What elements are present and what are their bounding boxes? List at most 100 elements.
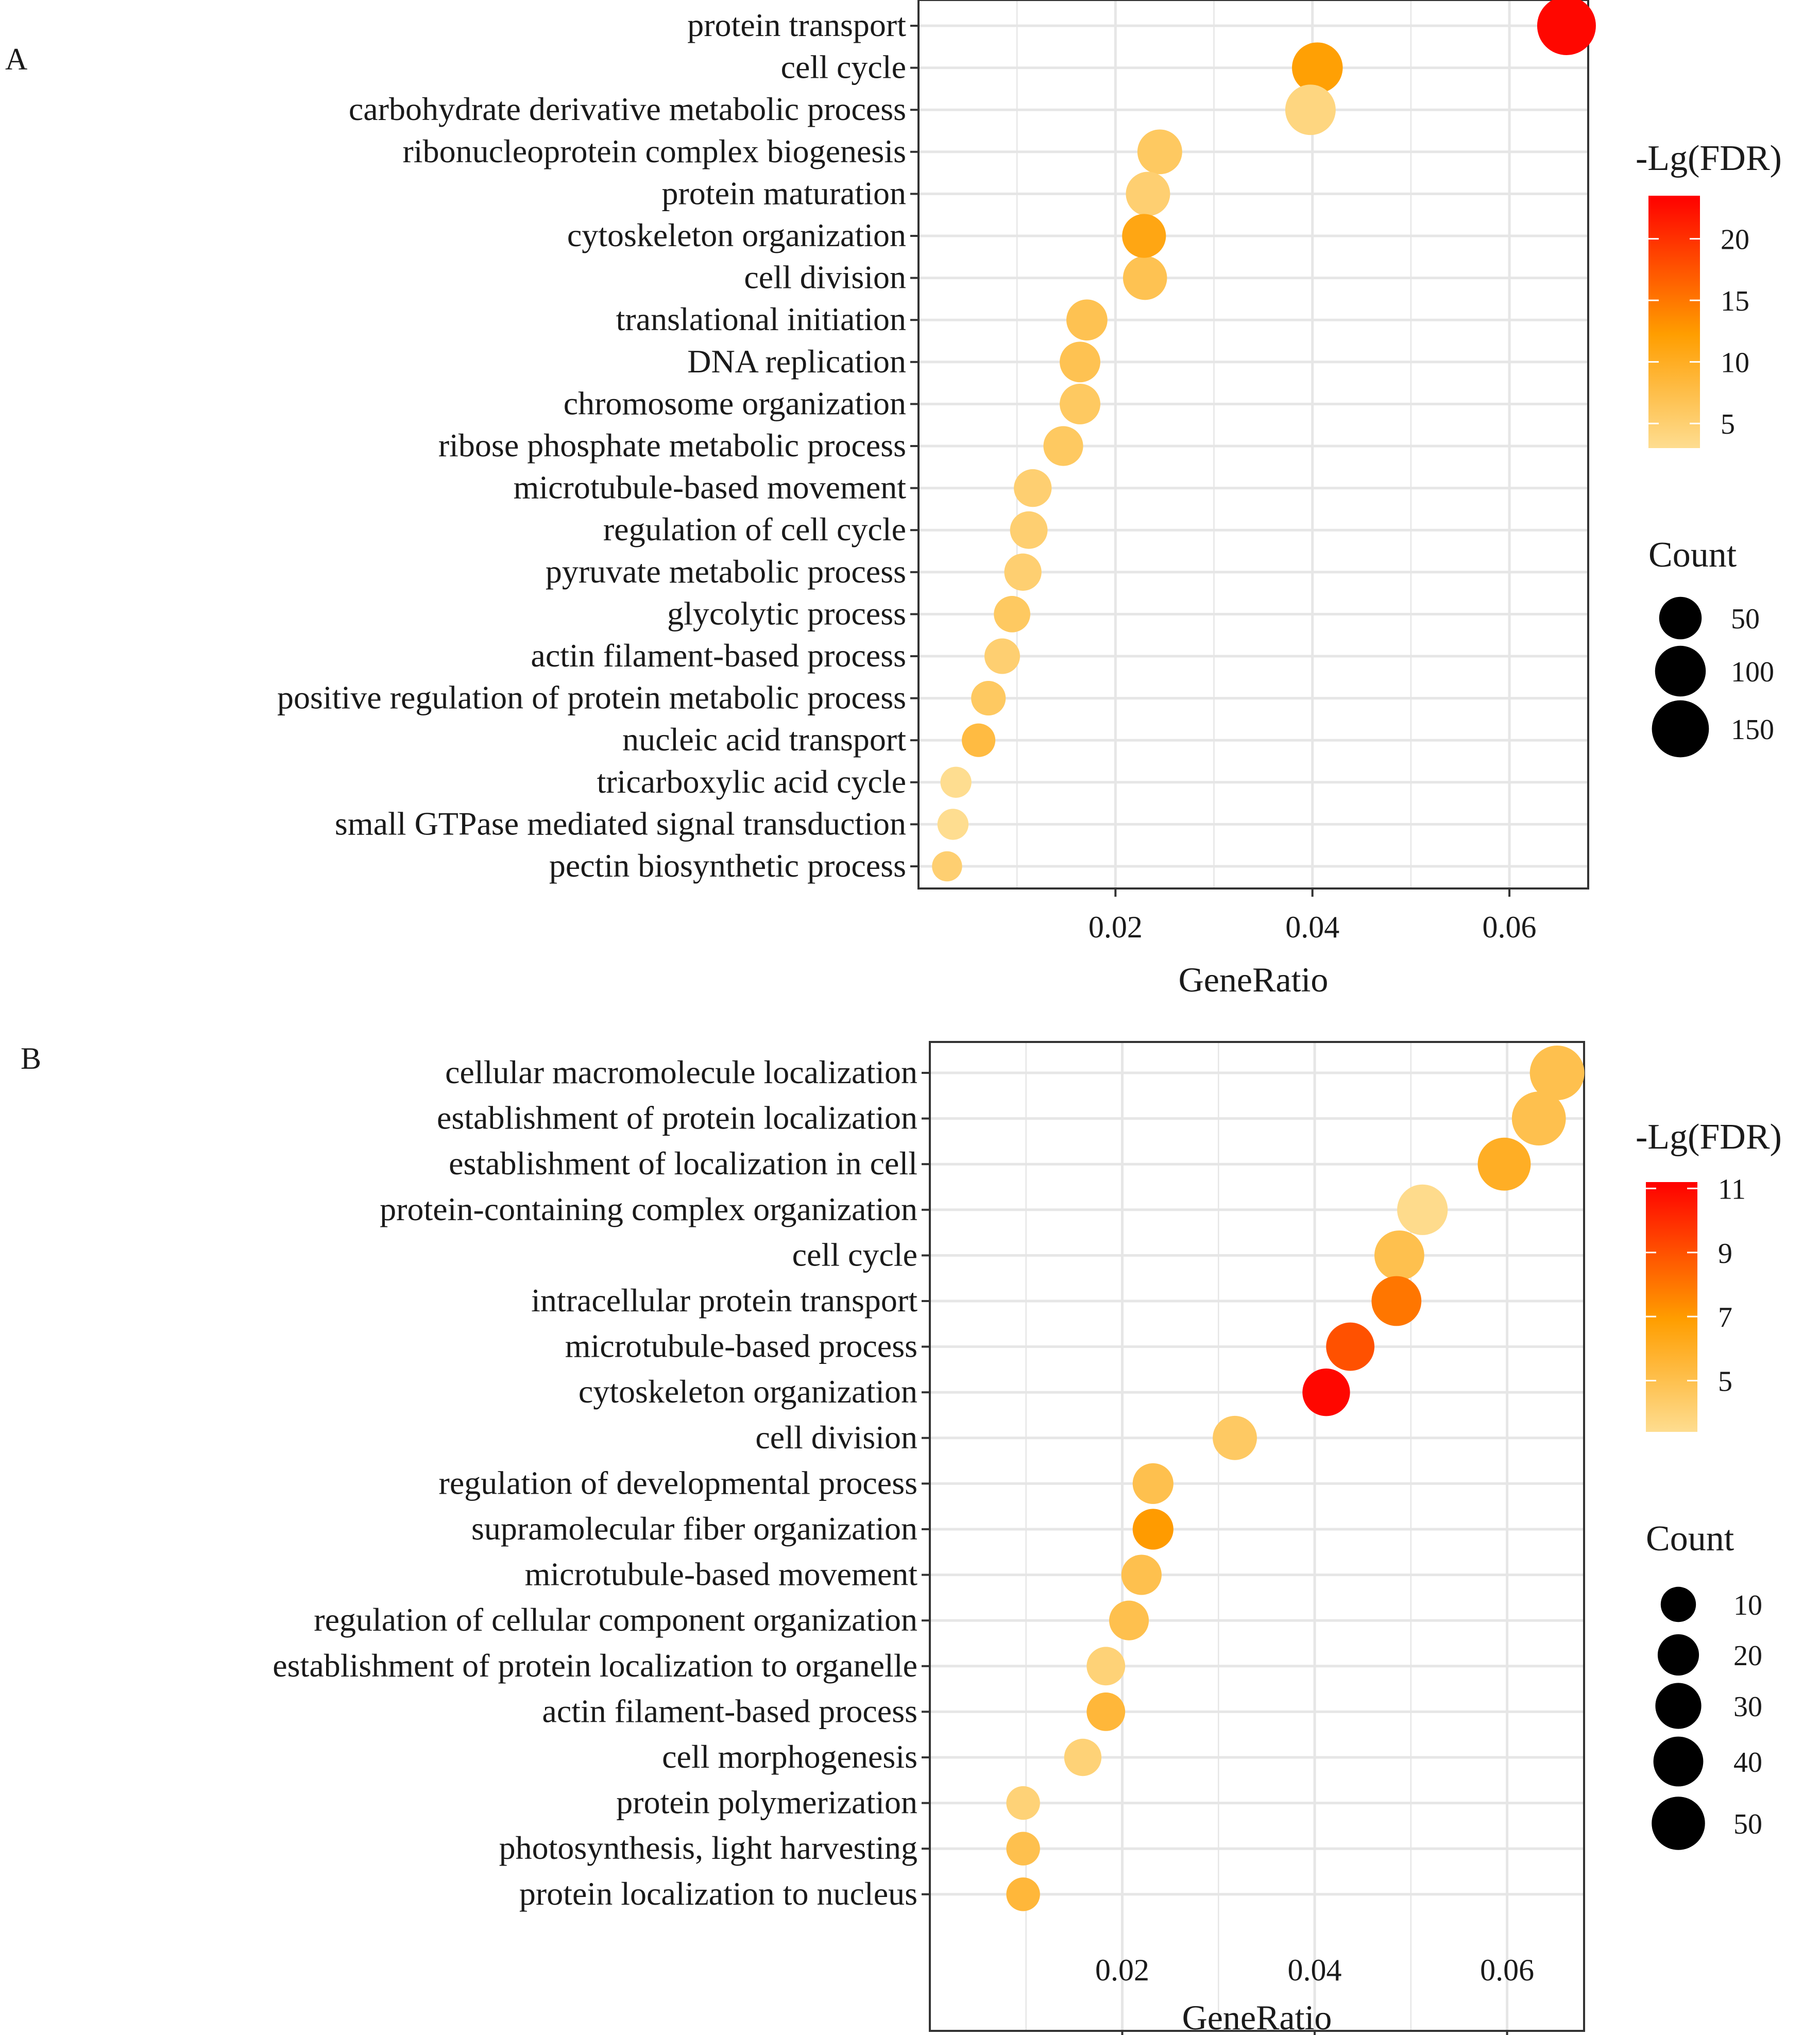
y-tick-label: cell division xyxy=(744,259,906,296)
x-tick-label: 0.02 xyxy=(1095,1953,1149,1987)
data-point xyxy=(1122,214,1166,258)
data-point xyxy=(1060,383,1100,424)
data-point xyxy=(1066,299,1108,341)
y-tick-label: chromosome organization xyxy=(564,385,906,421)
y-tick-label: protein localization to nucleus xyxy=(519,1875,917,1912)
size-legend-key xyxy=(1655,645,1706,697)
y-tick-label: pyruvate metabolic process xyxy=(546,553,906,590)
data-point xyxy=(1132,1463,1173,1504)
panel-letter: B xyxy=(21,1041,41,1075)
data-point xyxy=(984,638,1020,674)
data-point xyxy=(1043,426,1083,466)
plot-background xyxy=(930,1042,1584,2031)
data-point xyxy=(1006,1877,1040,1911)
y-tick-label: DNA replication xyxy=(687,343,906,380)
data-point xyxy=(1477,1137,1531,1191)
y-tick-label: cellular macromolecule localization xyxy=(445,1054,917,1090)
data-point xyxy=(1374,1230,1424,1280)
data-point xyxy=(1132,1509,1173,1550)
size-legend-title: Count xyxy=(1646,1519,1734,1559)
y-tick-label: cell morphogenesis xyxy=(662,1738,917,1775)
y-tick-label: regulation of cellular component organiz… xyxy=(314,1601,917,1638)
size-legend-label: 40 xyxy=(1733,1747,1762,1779)
y-tick-label: cell cycle xyxy=(781,49,906,85)
data-point xyxy=(1086,1692,1126,1731)
y-tick-label: cell division xyxy=(755,1419,917,1456)
y-tick-label: glycolytic process xyxy=(667,595,906,631)
size-legend-key xyxy=(1659,596,1702,640)
y-tick-label: cytoskeleton organization xyxy=(567,217,906,253)
data-point xyxy=(1060,341,1100,383)
data-point xyxy=(1302,1369,1350,1416)
y-tick-label: actin filament-based process xyxy=(542,1692,917,1729)
size-legend-key xyxy=(1652,700,1709,758)
data-point xyxy=(932,851,962,882)
y-tick-label: tricarboxylic acid cycle xyxy=(597,763,906,800)
data-point xyxy=(1537,0,1596,55)
data-point xyxy=(1086,1647,1126,1686)
color-legend-title: -Lg(FDR) xyxy=(1636,139,1782,178)
color-legend-label: 20 xyxy=(1721,224,1749,256)
color-legend-label: 5 xyxy=(1721,408,1735,440)
y-tick-label: establishment of protein localization to… xyxy=(273,1647,917,1684)
color-legend-label: 7 xyxy=(1718,1302,1732,1333)
data-point xyxy=(1006,1786,1040,1820)
data-point xyxy=(940,766,972,798)
y-tick-label: microtubule-based process xyxy=(565,1328,917,1364)
data-point xyxy=(971,681,1006,716)
size-legend-label: 100 xyxy=(1731,656,1774,688)
x-tick-label: 0.04 xyxy=(1285,910,1339,944)
data-point xyxy=(1006,1832,1040,1866)
y-tick-label: protein polymerization xyxy=(616,1784,917,1821)
color-legend-label: 10 xyxy=(1721,347,1749,379)
size-legend-label: 50 xyxy=(1733,1808,1762,1840)
y-tick-label: protein maturation xyxy=(661,175,906,211)
data-point xyxy=(1126,172,1170,216)
data-point xyxy=(962,723,996,757)
x-axis-title: GeneRatio xyxy=(1182,1998,1332,2035)
data-point xyxy=(1511,1091,1566,1145)
y-tick-label: microtubule-based movement xyxy=(514,469,907,506)
y-tick-label: establishment of protein localization xyxy=(437,1100,917,1136)
y-tick-label: carbohydrate derivative metabolic proces… xyxy=(349,91,906,127)
x-axis-title: GeneRatio xyxy=(1179,960,1329,999)
x-tick-label: 0.06 xyxy=(1480,1953,1534,1987)
size-legend-key xyxy=(1655,1683,1702,1729)
data-point xyxy=(1010,511,1048,549)
color-legend-label: 9 xyxy=(1718,1238,1732,1270)
y-tick-label: ribonucleoprotein complex biogenesis xyxy=(402,133,906,169)
color-legend-bar xyxy=(1646,1182,1697,1432)
data-point xyxy=(1122,255,1167,300)
plot-frame xyxy=(917,0,1589,890)
y-tick-label: cell cycle xyxy=(792,1236,917,1273)
y-tick-label: small GTPase mediated signal transductio… xyxy=(335,805,906,842)
data-point xyxy=(1004,553,1042,591)
size-legend-label: 10 xyxy=(1733,1589,1762,1621)
y-tick-label: nucleic acid transport xyxy=(622,721,906,758)
y-tick-label: establishment of localization in cell xyxy=(449,1145,917,1182)
y-tick-label: protein transport xyxy=(687,7,906,43)
color-legend-title: -Lg(FDR) xyxy=(1636,1117,1782,1157)
data-point xyxy=(1292,42,1343,93)
data-point xyxy=(1529,1046,1585,1100)
y-tick-label: cytoskeleton organization xyxy=(579,1373,917,1410)
data-point xyxy=(994,596,1030,632)
data-point xyxy=(1109,1600,1149,1640)
size-legend-key xyxy=(1660,1586,1696,1622)
y-tick-label: microtubule-based movement xyxy=(525,1556,918,1593)
data-point xyxy=(1014,469,1052,507)
data-point xyxy=(937,809,969,840)
size-legend-label: 20 xyxy=(1733,1640,1762,1672)
size-legend-label: 30 xyxy=(1733,1691,1762,1723)
y-tick-label: actin filament-based process xyxy=(531,637,906,674)
y-tick-label: positive regulation of protein metabolic… xyxy=(277,679,906,716)
y-tick-label: pectin biosynthetic process xyxy=(549,847,906,884)
plot-frame xyxy=(929,1041,1585,2032)
y-tick-label: intracellular protein transport xyxy=(531,1282,917,1319)
size-legend-key xyxy=(1657,1634,1699,1676)
y-tick-label: supramolecular fiber organization xyxy=(471,1510,917,1547)
size-legend-key xyxy=(1653,1736,1704,1787)
